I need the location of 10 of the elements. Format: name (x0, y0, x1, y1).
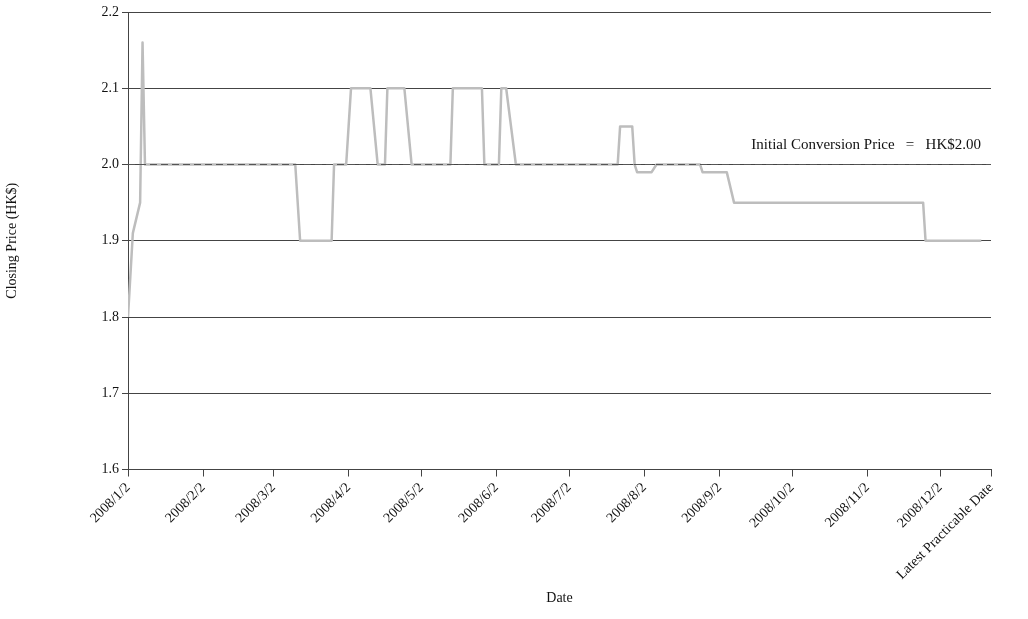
ref-line-label: Initial Conversion Price = HK$2.00 (751, 135, 981, 152)
y-tick-label: 1.6 (101, 461, 119, 477)
y-tick-label: 1.9 (101, 232, 119, 248)
y-tick-label: 1.8 (101, 308, 119, 324)
y-tick-label: 2.0 (101, 156, 119, 172)
y-axis-title: Closing Price (HK$) (4, 182, 21, 299)
y-tick-label: 1.7 (101, 384, 119, 400)
y-tick-label: 2.1 (101, 79, 119, 95)
x-axis-title: Date (546, 590, 573, 606)
y-tick-label: 2.2 (101, 3, 119, 19)
